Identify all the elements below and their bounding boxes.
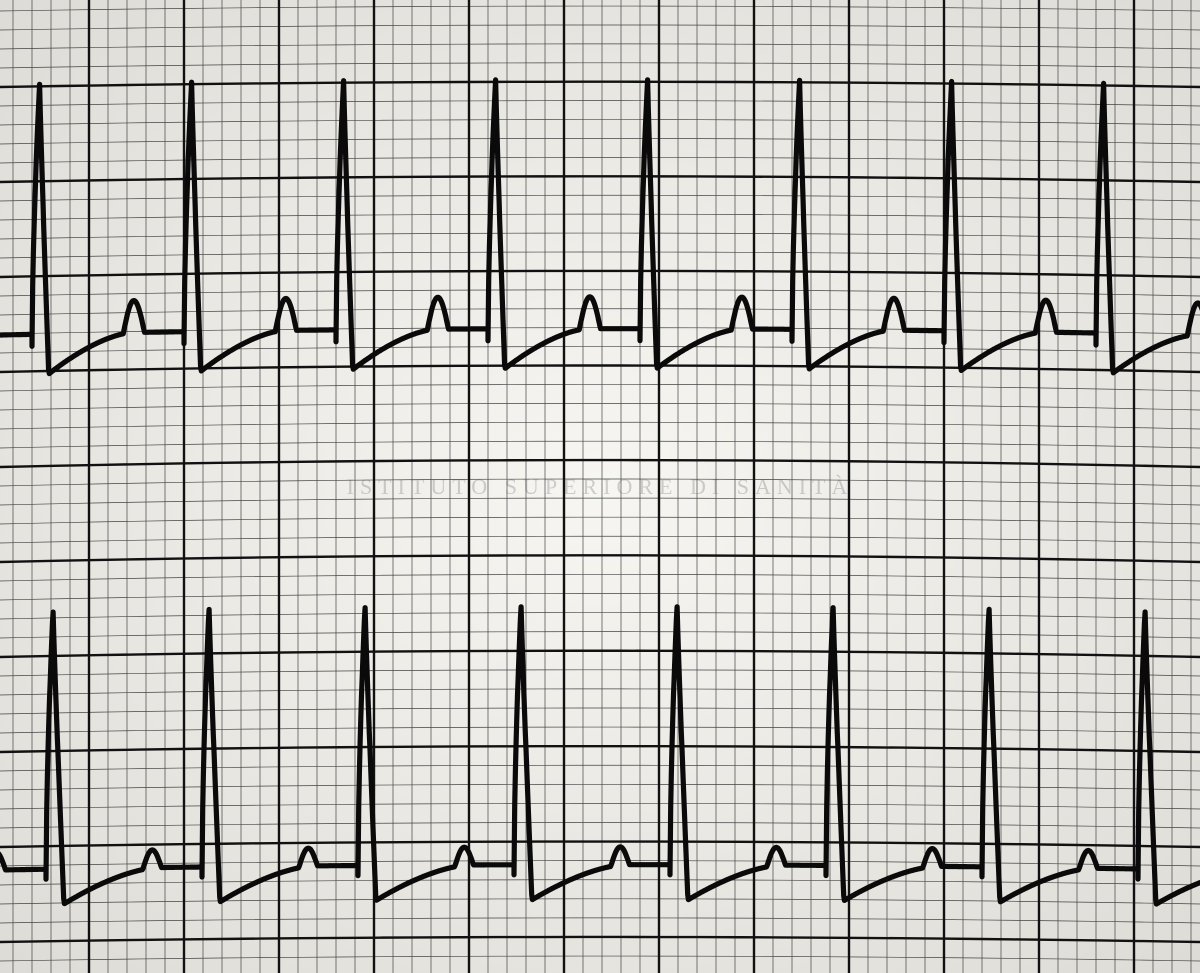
ecg-chart <box>0 0 1200 973</box>
